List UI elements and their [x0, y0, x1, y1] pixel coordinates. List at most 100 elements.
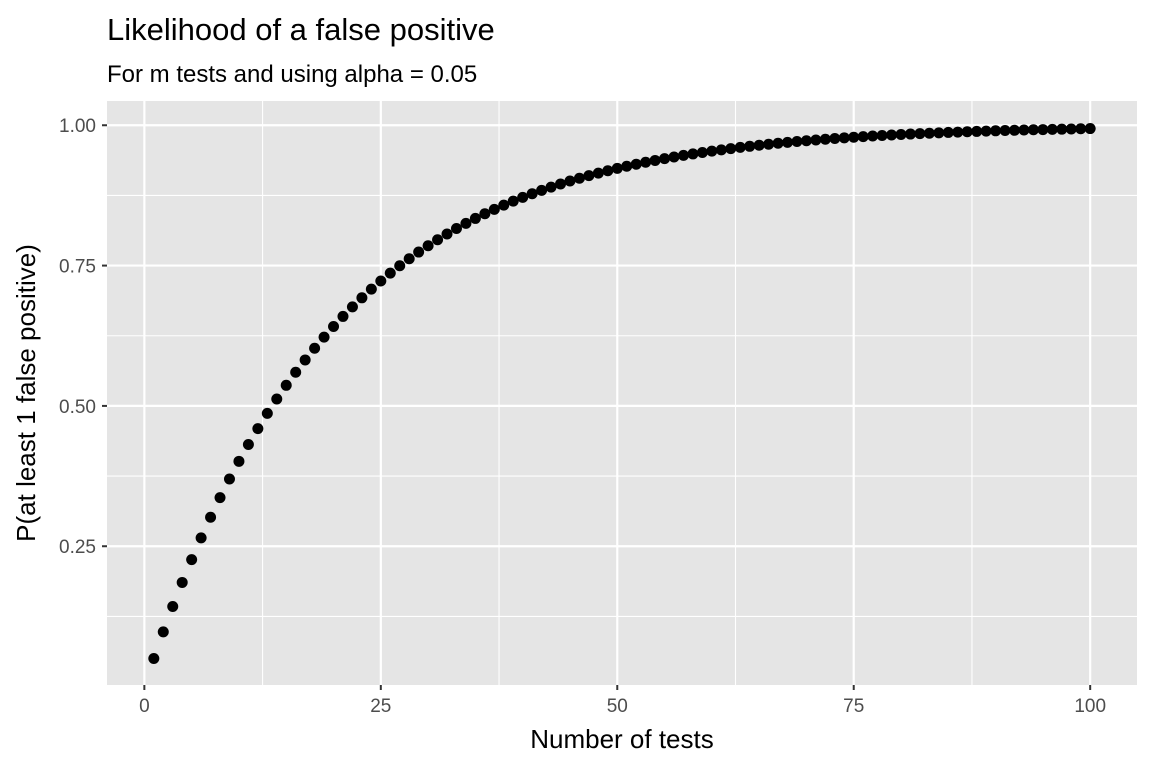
x-tick-label: 75 — [843, 696, 864, 717]
data-point — [375, 275, 387, 287]
data-point — [630, 158, 642, 170]
data-point — [980, 125, 992, 137]
data-point — [242, 439, 254, 451]
x-axis-title: Number of tests — [530, 724, 714, 754]
data-point — [1018, 124, 1030, 136]
data-point — [280, 379, 292, 391]
data-point — [725, 143, 737, 155]
data-point — [233, 455, 245, 467]
y-tick-label: 0.75 — [59, 257, 96, 278]
data-point — [1009, 124, 1021, 136]
data-point — [904, 128, 916, 140]
x-tick-label: 100 — [1074, 696, 1106, 717]
data-point — [545, 181, 557, 193]
x-tick-label: 25 — [370, 696, 391, 717]
data-point — [744, 140, 756, 152]
data-point — [668, 151, 680, 163]
data-point — [555, 178, 567, 190]
data-point — [337, 310, 349, 322]
data-point — [1065, 123, 1077, 135]
data-point — [1084, 123, 1096, 135]
data-point — [271, 393, 283, 405]
data-point — [346, 301, 358, 313]
data-point — [867, 130, 879, 142]
data-point — [403, 253, 415, 265]
data-point — [819, 133, 831, 145]
y-tick-label: 0.25 — [59, 537, 96, 558]
data-point — [990, 125, 1002, 137]
plot-panel — [107, 101, 1137, 685]
data-point — [365, 283, 377, 295]
data-point — [696, 146, 708, 158]
data-point — [592, 167, 604, 179]
data-point — [384, 267, 396, 279]
data-point — [450, 223, 462, 235]
data-point — [536, 184, 548, 196]
data-point — [413, 246, 425, 258]
data-point — [328, 320, 340, 332]
data-point — [441, 228, 453, 240]
chart-subtitle: For m tests and using alpha = 0.05 — [107, 61, 477, 88]
data-point — [148, 653, 160, 665]
data-point — [952, 126, 964, 138]
data-point — [715, 144, 727, 156]
data-point — [971, 125, 983, 137]
data-point — [810, 134, 822, 146]
data-point — [252, 423, 264, 435]
data-point — [205, 511, 217, 523]
data-point — [583, 170, 595, 182]
data-point — [469, 212, 481, 224]
data-point — [526, 188, 538, 200]
data-point — [507, 195, 519, 207]
data-point — [1046, 123, 1058, 135]
x-tick-label: 0 — [139, 696, 150, 717]
data-point — [1056, 123, 1068, 135]
x-axis-ticks: 0 25 50 75 100 — [139, 685, 1106, 717]
data-point — [195, 532, 207, 544]
data-point — [460, 217, 472, 229]
data-point — [517, 191, 529, 203]
major-gridlines — [107, 101, 1137, 685]
data-point — [318, 331, 330, 343]
data-point — [838, 132, 850, 144]
data-point — [772, 137, 784, 149]
data-point — [782, 136, 794, 148]
data-point — [640, 156, 652, 168]
data-point — [914, 128, 926, 140]
y-tick-label: 1.00 — [59, 116, 96, 137]
data-point — [290, 366, 302, 378]
data-point — [1037, 124, 1049, 136]
data-point — [602, 165, 614, 177]
data-point — [299, 354, 311, 366]
data-point — [942, 126, 954, 138]
y-axis-ticks: 0.25 0.50 0.75 1.00 — [59, 116, 107, 558]
x-tick-label: 50 — [607, 696, 628, 717]
data-point — [895, 129, 907, 141]
data-point — [176, 576, 188, 588]
data-point — [186, 554, 198, 566]
data-point — [309, 342, 321, 354]
data-point — [753, 139, 765, 151]
data-point — [621, 160, 633, 172]
data-point — [223, 473, 235, 485]
data-point — [999, 125, 1011, 137]
data-point — [677, 149, 689, 161]
data-point — [564, 175, 576, 187]
data-point — [933, 127, 945, 139]
data-point — [573, 172, 585, 184]
data-point — [687, 148, 699, 160]
data-point — [659, 153, 671, 165]
data-point — [261, 407, 273, 419]
data-point — [611, 162, 623, 174]
data-point — [829, 132, 841, 144]
data-point — [886, 129, 898, 141]
data-point — [791, 136, 803, 148]
data-point — [394, 260, 406, 272]
data-point — [479, 208, 491, 220]
data-point — [422, 240, 434, 252]
data-point — [923, 127, 935, 139]
y-axis-title: P(at least 1 false positive) — [11, 244, 41, 542]
data-point — [214, 492, 226, 504]
data-point — [157, 626, 169, 638]
